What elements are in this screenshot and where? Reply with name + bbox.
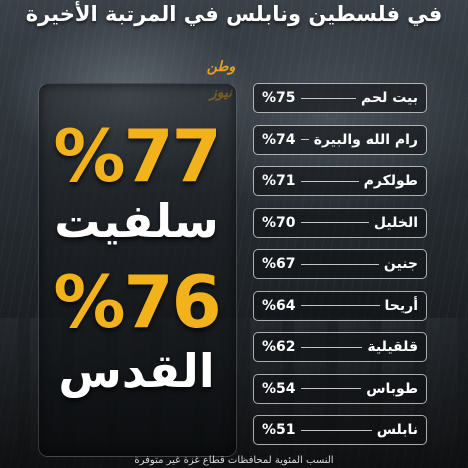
ranking-name: قلقيلية [367, 339, 418, 355]
separator-line [300, 305, 380, 306]
ranking-row: %70 الخليل [253, 207, 427, 238]
ranking-name: طولكرم [363, 173, 418, 189]
ranking-percent: %74 [262, 131, 296, 148]
ranking-name: طوباس [366, 380, 418, 397]
ranking-percent: %75 [262, 90, 296, 106]
ranking-name: جنين [383, 256, 418, 272]
separator-line [300, 97, 356, 99]
separator-line [300, 388, 362, 389]
headline: في فلسطين ونابلس في المرتبة الأخيرة [25, 2, 443, 26]
featured-panel [38, 83, 237, 457]
separator-line [300, 429, 372, 431]
ranking-name: الخليل [373, 214, 418, 231]
featured-name-1: سلفيت [54, 194, 219, 248]
featured-percent-1: %77 [53, 114, 221, 198]
ranking-name: نابلس [376, 422, 418, 438]
ranking-row: %67 جنين [253, 249, 427, 279]
ranking-percent: %71 [262, 173, 296, 189]
ranking-row: %51 نابلس [253, 415, 427, 445]
ranking-percent: %54 [262, 380, 296, 397]
ranking-row: %75 بيت لحم [253, 83, 427, 113]
footnote: النسب المئوية لمحافظات قطاع غزة غير متوف… [134, 455, 334, 466]
ranking-percent: %70 [262, 214, 296, 231]
ranking-list: %75 بيت لحم %74 رام الله والبيرة %71 طول… [253, 83, 429, 457]
ranking-row: %54 طوباس [253, 373, 427, 404]
ranking-name: بيت لحم [361, 90, 418, 106]
ranking-name: أريحا [384, 297, 418, 314]
ranking-row: %64 أريحا [253, 290, 427, 321]
separator-line [300, 180, 359, 182]
separator-line [300, 346, 363, 348]
featured-percent-2: %76 [53, 260, 221, 344]
ranking-name: رام الله والبيرة [313, 131, 418, 148]
separator-line [300, 263, 379, 265]
ranking-percent: %64 [262, 297, 296, 314]
ranking-percent: %67 [262, 256, 296, 272]
ranking-row: %71 طولكرم [253, 166, 427, 196]
ranking-percent: %51 [262, 422, 296, 438]
separator-line [300, 222, 369, 223]
separator-line [300, 139, 309, 140]
ranking-row: %62 قلقيلية [253, 332, 427, 362]
ranking-row: %74 رام الله والبيرة [253, 124, 427, 155]
ranking-percent: %62 [262, 339, 296, 355]
brand-logo: وطن نيوز [206, 59, 236, 101]
featured-name-2: القدس [58, 344, 215, 398]
